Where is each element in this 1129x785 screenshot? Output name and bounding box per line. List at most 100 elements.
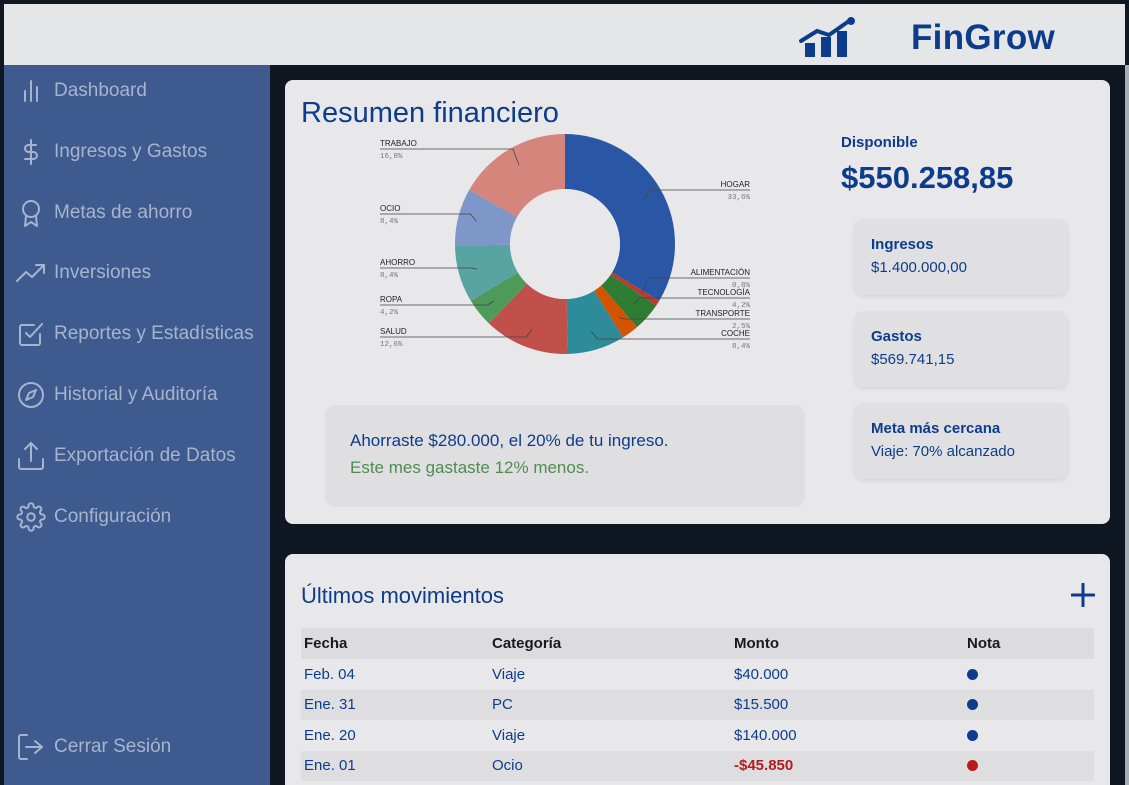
table-row[interactable]: Feb. 04 Viaje $40.000 (301, 659, 1094, 690)
bar-chart-icon (16, 76, 46, 106)
movements-title: Últimos movimientos (301, 583, 504, 608)
logout-label: Cerrar Sesión (54, 736, 172, 757)
leader-line (633, 297, 750, 305)
check-square-icon (16, 319, 46, 349)
add-movement-button[interactable] (1068, 575, 1098, 615)
note-dot-icon (967, 729, 978, 741)
available-label: Disponible (841, 134, 918, 151)
nearest-goal-value: Viaje: 70% alcanzado (871, 443, 1015, 460)
row-note[interactable] (967, 720, 978, 751)
row-category: Viaje (492, 726, 526, 744)
donut-slice-hogar[interactable] (565, 134, 675, 301)
column-header-note[interactable]: Nota (967, 635, 1001, 652)
row-amount: -$45.850 (734, 757, 794, 775)
upload-icon (16, 441, 46, 471)
column-header-category[interactable]: Categoría (492, 635, 562, 652)
summary-title: Resumen financiero (301, 97, 559, 129)
donut-slice-alimentación[interactable] (610, 272, 660, 306)
column-header-amount[interactable]: Monto (734, 635, 779, 652)
donut-slice-tecnología[interactable] (601, 274, 657, 328)
movements-table: Fecha Categoría Monto Nota Feb. 04 Viaje… (301, 628, 1094, 781)
row-note[interactable] (967, 751, 978, 782)
leader-line (380, 148, 520, 166)
note-dot-icon (967, 699, 978, 711)
nearest-goal-label: Meta más cercana (871, 420, 1001, 437)
leader-line (644, 189, 750, 200)
row-category: PC (492, 696, 513, 714)
sidebar: Dashboard Ingresos y Gastos Metas de aho… (4, 65, 270, 785)
compass-icon (16, 380, 46, 410)
logout-button[interactable]: Cerrar Sesión (16, 727, 171, 767)
expenses-value: $569.741,15 (871, 351, 955, 368)
donut-slice-ahorro[interactable] (455, 244, 518, 301)
slice-label: HOGAR (721, 180, 751, 189)
recent-movements-card: Últimos movimientos Fecha Categoría Mont… (285, 554, 1110, 785)
window-edge (1125, 65, 1129, 785)
table-row[interactable]: Ene. 20 Viaje $140.000 (301, 720, 1094, 751)
slice-label: TRANSPORTE (695, 309, 750, 318)
sidebar-item-configuracion[interactable]: Configuración (16, 497, 171, 537)
row-note[interactable] (967, 690, 978, 721)
sidebar-item-label: Historial y Auditoría (54, 384, 218, 405)
donut-slice-transporte[interactable] (594, 285, 638, 338)
row-date: Feb. 04 (304, 665, 355, 683)
growth-chart-icon (799, 17, 855, 57)
sidebar-item-label: Metas de ahorro (54, 202, 193, 223)
sidebar-item-label: Exportación de Datos (54, 445, 236, 466)
table-row[interactable]: Ene. 31 PC $15.500 (301, 689, 1094, 721)
slice-percent: 8,4% (732, 343, 751, 351)
sidebar-item-reportes[interactable]: Reportes y Estadísticas (16, 314, 254, 354)
slice-label: AHORRO (380, 258, 415, 267)
sidebar-item-inversiones[interactable]: Inversiones (16, 253, 151, 293)
note-dot-icon (967, 668, 978, 680)
available-amount: $550.258,85 (841, 160, 1014, 195)
slice-percent: 4,2% (380, 309, 399, 317)
sidebar-item-label: Ingresos y Gastos (54, 141, 208, 162)
income-label: Ingresos (871, 236, 934, 253)
column-header-date[interactable]: Fecha (304, 635, 348, 652)
sidebar-item-label: Dashboard (54, 80, 147, 101)
row-date: Ene. 01 (304, 757, 356, 775)
sidebar-item-ingresos-gastos[interactable]: Ingresos y Gastos (16, 132, 207, 172)
award-icon (16, 198, 46, 228)
donut-slice-ocio[interactable] (455, 189, 518, 246)
note-dot-icon (967, 760, 978, 772)
financial-summary-card: Resumen financiero HOGAR 33,6% ALIMENTACIÓ… (285, 80, 1110, 524)
sidebar-item-metas-ahorro[interactable]: Metas de ahorro (16, 193, 192, 233)
leader-line (641, 277, 750, 294)
dollar-icon (16, 137, 46, 167)
table-row[interactable]: Ene. 01 Ocio -$45.850 (301, 750, 1094, 782)
trending-up-icon (16, 258, 46, 288)
donut-slice-salud[interactable] (488, 283, 569, 354)
slice-label: OCIO (380, 204, 400, 213)
slice-percent: 12,6% (380, 341, 403, 349)
row-amount: $40.000 (734, 665, 789, 683)
row-category: Viaje (492, 665, 526, 683)
sidebar-item-dashboard[interactable]: Dashboard (16, 71, 147, 111)
slice-percent: 8,4% (380, 272, 399, 280)
slice-label: COCHE (721, 329, 750, 338)
slice-percent: 2,5% (732, 323, 751, 331)
sidebar-item-label: Configuración (54, 506, 172, 527)
expense-donut-chart: HOGAR 33,6% ALIMENTACIÓN 0,8%TECNOLOGÍA 4,2%… (380, 134, 751, 354)
nearest-goal-card: Meta más cercana Viaje: 70% alcanzado (854, 403, 1068, 479)
row-amount: $140.000 (734, 726, 797, 744)
sidebar-item-label: Reportes y Estadísticas (54, 323, 254, 344)
donut-slice-ropa[interactable] (470, 272, 527, 324)
savings-message-box: Ahorraste $280.000, el 20% de tu ingreso… (325, 405, 805, 507)
slice-percent: 8,4% (380, 218, 399, 226)
donut-slice-trabajo[interactable] (469, 134, 565, 217)
leader-line (380, 300, 494, 306)
sidebar-item-historial[interactable]: Historial y Auditoría (16, 375, 218, 415)
donut-slice-coche[interactable] (566, 290, 624, 354)
row-note[interactable] (967, 659, 978, 690)
slice-percent: 16,8% (380, 153, 403, 161)
donut-hole (510, 189, 620, 299)
slice-percent: 33,6% (727, 194, 750, 202)
top-bar: FinGrow (4, 4, 1125, 65)
leader-line (591, 331, 750, 340)
leader-line (380, 328, 533, 338)
row-category: Ocio (492, 757, 523, 775)
sidebar-item-exportacion[interactable]: Exportación de Datos (16, 436, 236, 476)
leader-line (380, 267, 478, 270)
